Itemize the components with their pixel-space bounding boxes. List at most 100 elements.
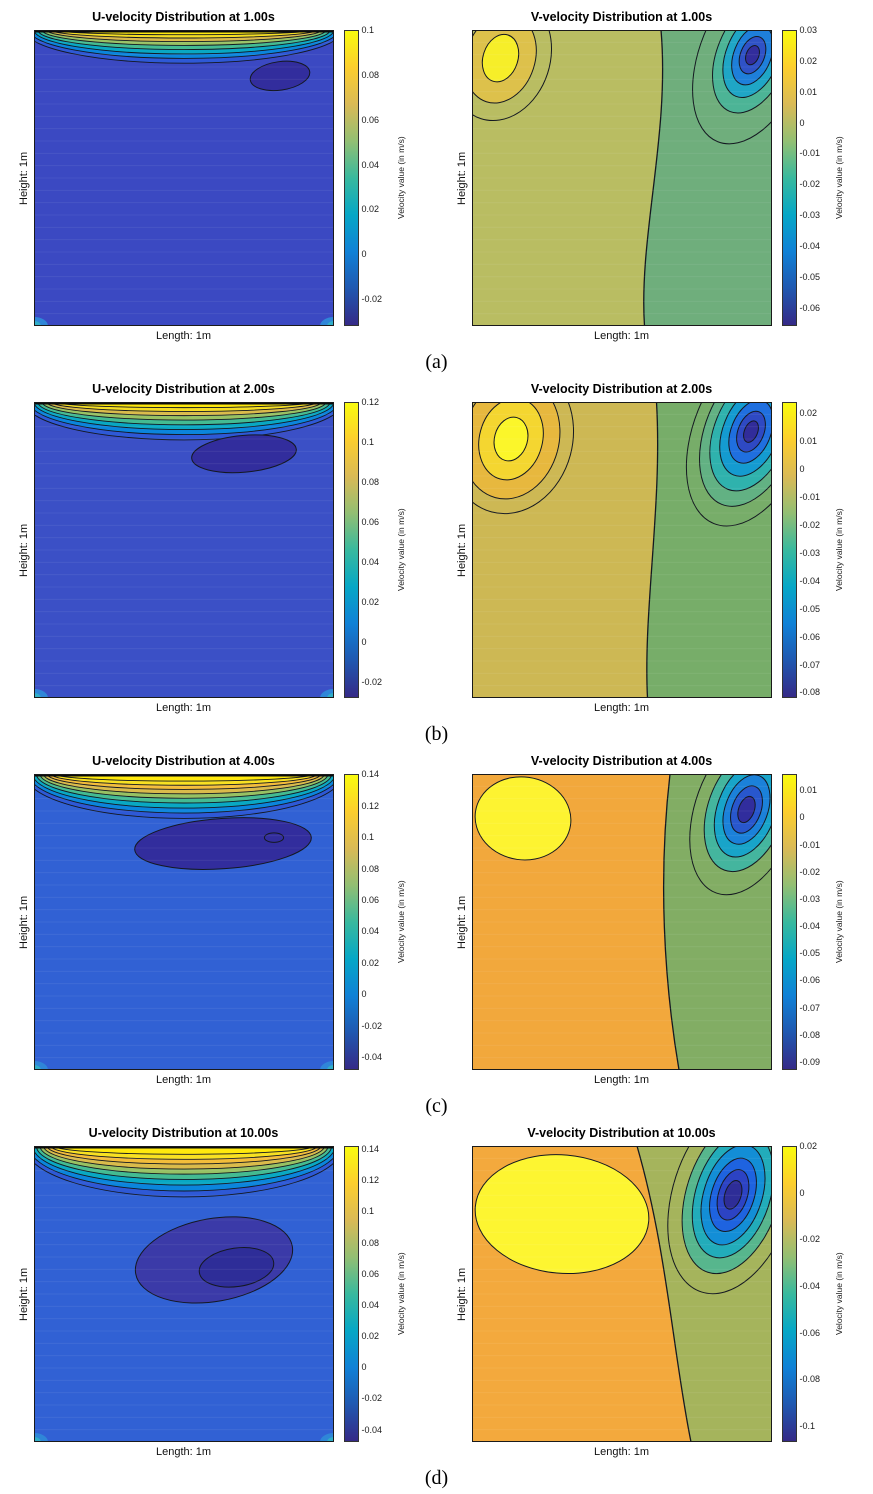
colorbar-tick: 0.12 — [361, 1175, 380, 1186]
colorbar-tick: 0.06 — [361, 114, 380, 125]
colorbar-ticks: 0.14 0.12 0.1 0.08 0.06 0.04 0.02 0 -0.02 -0.04 — [359, 1144, 395, 1442]
colorbar-gradient — [781, 402, 797, 698]
colorbar-tick: 0.06 — [361, 517, 380, 527]
colorbar-tick: 0 — [361, 989, 367, 1000]
colorbar-tick: -0.04 — [799, 921, 821, 932]
figure-row-c: U-velocity Distribution at 4.00s Height:… — [0, 750, 873, 1092]
x-axis-label: Length: 1m — [155, 1074, 212, 1086]
subplot-v-velocity-2s: V-velocity Distribution at 2.00s Height:… — [454, 378, 858, 720]
x-axis-label: Length: 1m — [593, 1074, 650, 1086]
subplot-u-velocity-2s: U-velocity Distribution at 2.00s Height:… — [16, 378, 420, 720]
colorbar-tick: 0 — [361, 1362, 367, 1373]
colorbar-tick: 0.14 — [361, 769, 380, 779]
x-axis-label: Length: 1m — [593, 702, 650, 714]
y-axis-label: Height: 1m — [455, 895, 468, 949]
contour-field — [471, 30, 772, 326]
colorbar-label: Velocity value (in m/s) — [395, 508, 406, 592]
colorbar: 0.12 0.1 0.08 0.06 0.04 0.02 0 -0.02 Velocity v… — [334, 397, 420, 698]
colorbar-gradient — [781, 30, 797, 326]
colorbar-tick: -0.04 — [799, 575, 821, 586]
colorbar-tick: -0.02 — [361, 677, 383, 687]
colorbar-ticks: 0.01 0 -0.01 -0.02 -0.03 -0.04 -0.05 -0.06 -0.07… — [797, 774, 833, 1070]
contour-plot — [471, 1146, 772, 1442]
colorbar-tick: 0.02 — [361, 1331, 380, 1342]
colorbar-tick: 0 — [799, 1187, 805, 1198]
plot-title: V-velocity Distribution at 1.00s — [530, 10, 713, 24]
y-axis-label: Height: 1m — [455, 523, 468, 577]
colorbar-tick: -0.06 — [799, 975, 821, 986]
colorbar-tick: -0.02 — [799, 519, 821, 530]
divider-contour — [635, 1146, 692, 1442]
colorbar-tick: -0.1 — [799, 1420, 816, 1431]
lid-band — [33, 402, 334, 441]
recirculation-blob — [249, 60, 310, 92]
colorbar-tick: -0.03 — [799, 210, 821, 220]
subplot-v-velocity-1s: V-velocity Distribution at 1.00s Height:… — [454, 6, 858, 348]
row-label-b: (b) — [424, 723, 449, 745]
plot-area — [471, 1146, 772, 1442]
colorbar: 0.1 0.08 0.06 0.04 0.02 0 -0.02 Velocity value… — [334, 25, 420, 326]
figure-row-a: U-velocity Distribution at 1.00s Height:… — [0, 6, 873, 348]
colorbar-ticks: 0.02 0 -0.02 -0.04 -0.06 -0.08 -0.1 — [797, 1141, 833, 1442]
plot-title: U-velocity Distribution at 10.00s — [88, 1126, 279, 1140]
colorbar-tick: -0.06 — [799, 631, 821, 642]
positive-v-cell — [474, 776, 571, 861]
colorbar-gradient — [781, 774, 797, 1070]
plot-area — [471, 774, 772, 1070]
colorbar-tick: 0.1 — [361, 1206, 375, 1217]
contour-plot — [33, 774, 334, 1070]
colorbar-tick: -0.07 — [799, 1002, 821, 1013]
colorbar: 0.14 0.12 0.1 0.08 0.06 0.04 0.02 0 -0.02 -0.04 V… — [334, 1144, 420, 1442]
subplot-v-velocity-4s: V-velocity Distribution at 4.00s Height:… — [454, 750, 858, 1092]
contour-field — [471, 774, 772, 1070]
colorbar-tick: 0.06 — [361, 895, 380, 905]
colorbar-tick: 0.1 — [361, 437, 375, 447]
colorbar: 0.14 0.12 0.1 0.08 0.06 0.04 0.02 0 -0.02 -0.04 V… — [334, 769, 420, 1070]
colorbar-tick: -0.03 — [799, 893, 821, 904]
colorbar-tick: 0.02 — [361, 597, 380, 607]
lid-band — [33, 1146, 334, 1198]
colorbar-tick: -0.08 — [799, 687, 821, 698]
contour-field — [33, 402, 334, 698]
colorbar-label: Velocity value (in m/s) — [833, 1252, 844, 1336]
recirculation-blob — [133, 817, 312, 870]
negative-v-cell — [691, 30, 772, 145]
plot-area — [33, 774, 334, 1070]
plot-area — [471, 30, 772, 326]
subplot-u-velocity-1s: U-velocity Distribution at 1.00s Height:… — [16, 6, 420, 348]
contour-plot — [33, 402, 334, 698]
y-axis-label: Height: 1m — [17, 895, 30, 949]
divider-contour — [642, 30, 663, 326]
negative-v-cell — [688, 774, 772, 896]
colorbar-tick: 0.02 — [361, 204, 380, 215]
colorbar-tick: 0.08 — [361, 477, 380, 487]
colorbar-ticks: 0.12 0.1 0.08 0.06 0.04 0.02 0 -0.02 — [359, 397, 395, 698]
positive-v-cell — [471, 402, 574, 515]
contour-plot — [471, 402, 772, 698]
lid-band — [33, 30, 334, 64]
subplot-u-velocity-4s: U-velocity Distribution at 4.00s Height:… — [16, 750, 420, 1092]
colorbar-tick: 0.1 — [361, 25, 375, 35]
divider-contour — [662, 774, 680, 1070]
plot-title: V-velocity Distribution at 2.00s — [530, 382, 713, 396]
row-label-a: (a) — [425, 351, 448, 373]
colorbar-tick: -0.01 — [799, 839, 821, 850]
colorbar-tick: 0.1 — [361, 832, 375, 842]
colorbar-ticks: 0.14 0.12 0.1 0.08 0.06 0.04 0.02 0 -0.02 -0.04 — [359, 769, 395, 1070]
figure-row-d: U-velocity Distribution at 10.00s Height… — [0, 1122, 873, 1464]
colorbar-tick: -0.05 — [799, 603, 821, 614]
contour-field — [471, 402, 772, 698]
colorbar-tick: -0.02 — [799, 179, 821, 190]
colorbar-tick: -0.03 — [799, 547, 821, 558]
colorbar-label: Velocity value (in m/s) — [395, 1252, 406, 1336]
colorbar-ticks: 0.03 0.02 0.01 0 -0.01 -0.02 -0.03 -0.04 -0.05 -0… — [797, 25, 833, 326]
plot-area — [33, 1146, 334, 1442]
colorbar-tick: 0.02 — [799, 1141, 818, 1151]
colorbar-tick: 0.06 — [361, 1268, 380, 1279]
divider-contour — [645, 402, 658, 698]
colorbar-tick: 0.02 — [361, 957, 380, 968]
colorbar-tick: 0.08 — [361, 1237, 380, 1248]
colorbar-tick: -0.09 — [799, 1056, 821, 1067]
x-axis-label: Length: 1m — [593, 1446, 650, 1458]
